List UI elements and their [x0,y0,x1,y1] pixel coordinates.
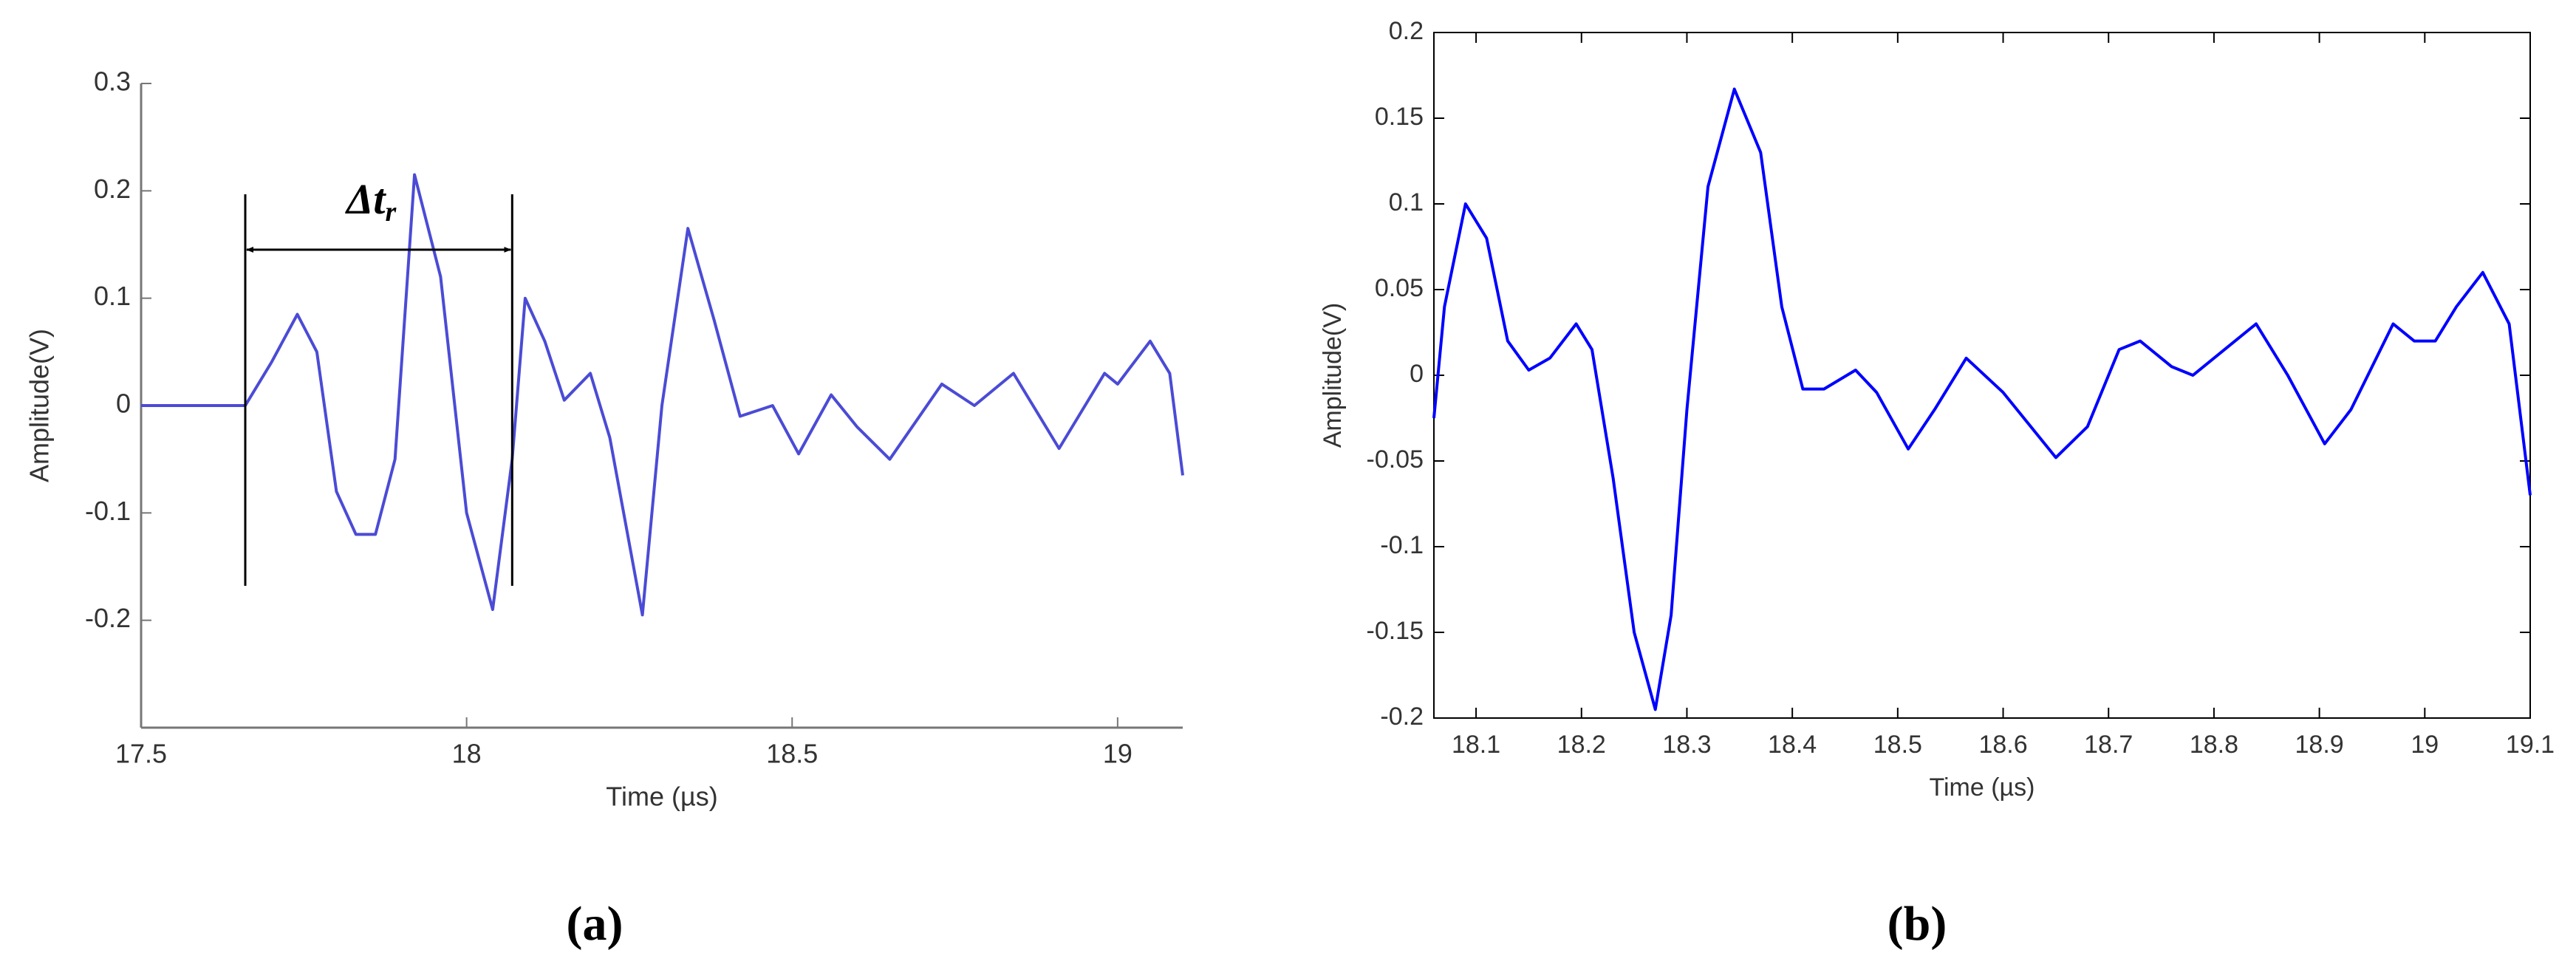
y-tick-label: 0.1 [94,281,131,311]
x-tick-label: 18.4 [1768,731,1817,759]
x-tick-label: 19 [2411,731,2439,759]
panel-label: (a) [567,897,623,951]
y-tick-label: -0.2 [85,603,131,633]
panel-label: (b) [1887,897,1947,951]
x-tick-label: 18.8 [2190,731,2238,759]
data-line [1432,87,2532,711]
x-tick-label: 19 [1103,739,1132,769]
x-tick-label: 18.2 [1557,731,1606,759]
y-tick-label: -0.2 [1380,703,1424,731]
y-axis-label: Amplitude(V) [24,329,55,482]
y-tick-label: 0.2 [1389,17,1424,45]
y-tick-label: -0.15 [1367,617,1424,645]
y-tick-label: 0.1 [1389,188,1424,216]
annotation: Δtr [345,175,397,227]
y-axis-label: Amplitude(V) [1319,303,1347,448]
y-tick-label: 0.15 [1375,103,1424,131]
x-tick-label: 18.7 [2084,731,2133,759]
y-tick-label: 0.3 [94,66,131,97]
annotation-subscript: r [386,197,397,228]
x-tick-label: 18.6 [1978,731,2027,759]
x-tick-label: 17.5 [115,739,167,769]
x-tick-label: 19.1 [2506,731,2555,759]
x-tick-label: 18.3 [1662,731,1711,759]
y-tick-label: 0.05 [1375,274,1424,302]
y-tick-label: 0 [1410,360,1424,388]
x-tick-label: 18.5 [1873,731,1922,759]
x-tick-label: 18.1 [1452,731,1500,759]
annotation-text: Δt [345,175,386,223]
y-tick-label: -0.1 [85,496,131,526]
x-tick-label: 18 [452,739,482,769]
x-tick-label: 18.9 [2295,731,2344,759]
plot-frame [1433,32,2531,719]
data-line [141,173,1184,617]
x-axis-label: Time (µs) [606,782,717,812]
y-tick-label: 0 [116,389,131,419]
x-tick-label: 18.5 [766,739,818,769]
y-tick-label: 0.2 [94,174,131,204]
y-tick-label: -0.1 [1380,531,1424,559]
x-axis-label: Time (µs) [1930,773,2035,802]
y-tick-label: -0.05 [1367,445,1424,474]
